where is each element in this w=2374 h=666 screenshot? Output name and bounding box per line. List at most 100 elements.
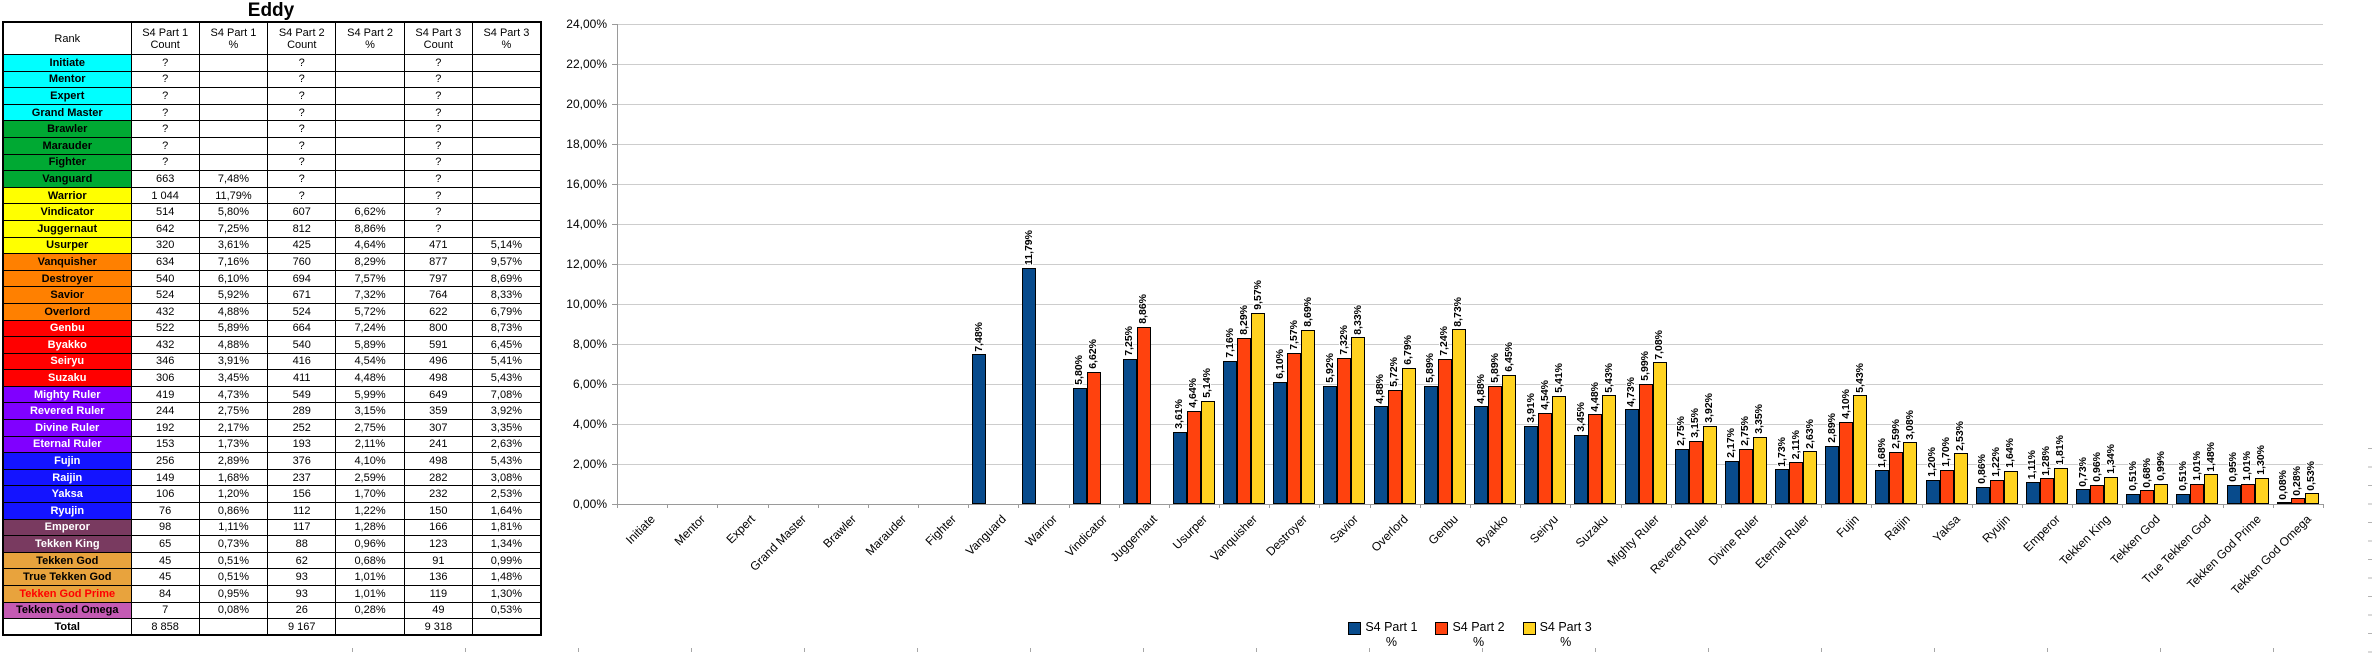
rank-cell[interactable]: Vanquisher bbox=[2, 253, 132, 271]
data-cell[interactable]: 8,73% bbox=[471, 319, 542, 338]
data-cell[interactable]: 9,57% bbox=[471, 253, 542, 271]
data-cell[interactable]: 123 bbox=[403, 535, 473, 553]
data-cell[interactable]: 306 bbox=[130, 369, 200, 387]
data-cell[interactable]: 2,63% bbox=[471, 435, 542, 454]
data-cell[interactable]: 1,48% bbox=[471, 568, 542, 586]
data-cell[interactable]: 0,08% bbox=[198, 601, 269, 620]
data-cell[interactable]: 3,91% bbox=[198, 352, 269, 371]
data-cell[interactable] bbox=[198, 136, 269, 155]
data-cell[interactable]: 1,30% bbox=[471, 585, 542, 603]
data-cell[interactable]: 192 bbox=[130, 419, 200, 437]
data-cell[interactable]: 642 bbox=[130, 219, 200, 238]
data-cell[interactable]: 244 bbox=[130, 402, 200, 421]
data-cell[interactable]: 0,51% bbox=[198, 551, 269, 570]
rank-cell[interactable]: Emperor bbox=[2, 518, 132, 537]
data-cell[interactable]: 112 bbox=[267, 502, 337, 520]
rank-cell[interactable]: Expert bbox=[2, 87, 132, 105]
data-cell[interactable]: 7,25% bbox=[198, 219, 269, 238]
data-cell[interactable]: ? bbox=[267, 120, 337, 138]
data-cell[interactable]: 514 bbox=[130, 203, 200, 221]
data-cell[interactable]: 1,81% bbox=[471, 518, 542, 537]
data-cell[interactable]: 45 bbox=[130, 551, 200, 570]
data-cell[interactable] bbox=[335, 186, 405, 205]
data-cell[interactable]: 91 bbox=[403, 551, 473, 570]
data-cell[interactable]: 540 bbox=[130, 269, 200, 288]
data-cell[interactable]: 524 bbox=[130, 286, 200, 304]
data-cell[interactable] bbox=[471, 186, 542, 205]
rank-cell[interactable]: Genbu bbox=[2, 319, 132, 338]
data-cell[interactable]: 2,53% bbox=[471, 485, 542, 504]
data-cell[interactable]: 0,86% bbox=[198, 502, 269, 520]
data-cell[interactable]: 4,88% bbox=[198, 336, 269, 354]
data-cell[interactable] bbox=[198, 70, 269, 89]
data-cell[interactable] bbox=[471, 153, 542, 172]
data-cell[interactable]: 0,51% bbox=[198, 568, 269, 586]
data-cell[interactable]: 3,08% bbox=[471, 468, 542, 487]
rank-cell[interactable]: Tekken King bbox=[2, 535, 132, 553]
rank-cell[interactable]: Fighter bbox=[2, 153, 132, 172]
data-cell[interactable]: 65 bbox=[130, 535, 200, 553]
data-cell[interactable]: 11,79% bbox=[198, 186, 269, 205]
data-cell[interactable]: ? bbox=[403, 103, 473, 122]
data-cell[interactable]: 498 bbox=[403, 369, 473, 387]
data-cell[interactable]: 4,48% bbox=[335, 369, 405, 387]
data-cell[interactable]: 8,86% bbox=[335, 219, 405, 238]
data-cell[interactable]: 7,57% bbox=[335, 269, 405, 288]
data-cell[interactable]: 62 bbox=[267, 551, 337, 570]
data-cell[interactable]: 498 bbox=[403, 452, 473, 470]
rank-cell[interactable]: Revered Ruler bbox=[2, 402, 132, 421]
rank-cell[interactable]: Destroyer bbox=[2, 269, 132, 288]
data-cell[interactable]: 119 bbox=[403, 585, 473, 603]
data-cell[interactable]: 419 bbox=[130, 385, 200, 404]
rank-cell[interactable]: Divine Ruler bbox=[2, 419, 132, 437]
data-cell[interactable] bbox=[471, 203, 542, 221]
data-cell[interactable]: 2,89% bbox=[198, 452, 269, 470]
data-cell[interactable]: 7,16% bbox=[198, 253, 269, 271]
data-cell[interactable]: 2,75% bbox=[335, 419, 405, 437]
rank-cell[interactable]: Juggernaut bbox=[2, 219, 132, 238]
data-cell[interactable]: 634 bbox=[130, 253, 200, 271]
data-cell[interactable]: 812 bbox=[267, 219, 337, 238]
data-cell[interactable]: 540 bbox=[267, 336, 337, 354]
data-cell[interactable] bbox=[198, 103, 269, 122]
data-cell[interactable]: 256 bbox=[130, 452, 200, 470]
data-cell[interactable]: 166 bbox=[403, 518, 473, 537]
rank-cell[interactable]: Mentor bbox=[2, 70, 132, 89]
data-cell[interactable] bbox=[471, 87, 542, 105]
data-cell[interactable]: ? bbox=[403, 186, 473, 205]
data-cell[interactable]: 622 bbox=[403, 302, 473, 321]
total-label-cell[interactable]: Total bbox=[2, 618, 132, 636]
data-cell[interactable]: 471 bbox=[403, 236, 473, 255]
data-cell[interactable]: 4,64% bbox=[335, 236, 405, 255]
data-cell[interactable]: 3,92% bbox=[471, 402, 542, 421]
data-cell[interactable]: 4,54% bbox=[335, 352, 405, 371]
data-cell[interactable] bbox=[335, 153, 405, 172]
rank-cell[interactable]: Ryujin bbox=[2, 502, 132, 520]
total-data-cell[interactable]: 9 167 bbox=[267, 618, 337, 636]
data-cell[interactable]: 1 044 bbox=[130, 186, 200, 205]
data-cell[interactable]: ? bbox=[130, 136, 200, 155]
data-cell[interactable]: ? bbox=[130, 70, 200, 89]
data-cell[interactable]: 549 bbox=[267, 385, 337, 404]
data-cell[interactable]: 2,11% bbox=[335, 435, 405, 454]
column-header-cell[interactable]: S4 Part 1 Count bbox=[130, 21, 200, 55]
data-cell[interactable]: ? bbox=[130, 103, 200, 122]
data-cell[interactable]: 3,45% bbox=[198, 369, 269, 387]
column-header-cell[interactable]: S4 Part 2% bbox=[335, 21, 405, 55]
data-cell[interactable]: 496 bbox=[403, 352, 473, 371]
data-cell[interactable]: 117 bbox=[267, 518, 337, 537]
data-cell[interactable] bbox=[335, 170, 405, 188]
data-cell[interactable]: 6,62% bbox=[335, 203, 405, 221]
data-cell[interactable]: 800 bbox=[403, 319, 473, 338]
data-cell[interactable]: ? bbox=[130, 120, 200, 138]
data-cell[interactable]: ? bbox=[267, 136, 337, 155]
data-cell[interactable]: 877 bbox=[403, 253, 473, 271]
data-cell[interactable]: ? bbox=[403, 54, 473, 72]
rank-cell[interactable]: True Tekken God bbox=[2, 568, 132, 586]
data-cell[interactable] bbox=[471, 103, 542, 122]
rank-cell[interactable]: Byakko bbox=[2, 336, 132, 354]
data-cell[interactable] bbox=[471, 219, 542, 238]
data-cell[interactable] bbox=[335, 54, 405, 72]
data-cell[interactable] bbox=[198, 87, 269, 105]
data-cell[interactable]: 797 bbox=[403, 269, 473, 288]
